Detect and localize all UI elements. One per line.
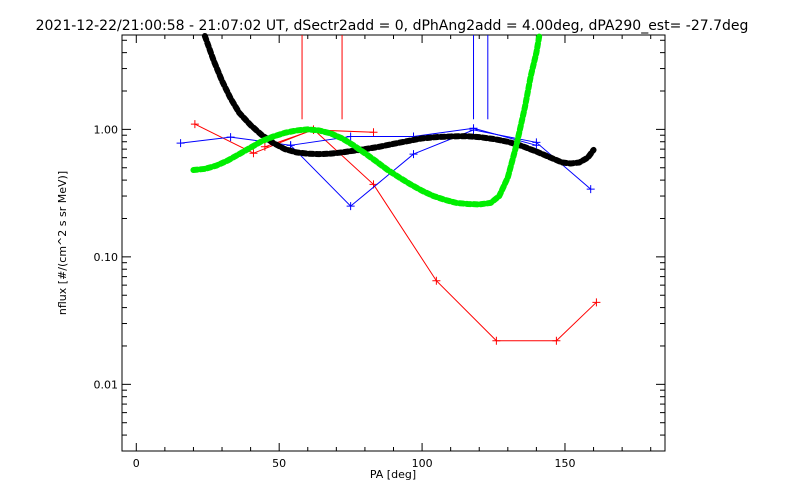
data-point xyxy=(409,150,418,159)
model-curve xyxy=(201,33,597,167)
series-3 xyxy=(286,124,541,150)
y-tick-label: 0.01 xyxy=(94,378,119,391)
data-point xyxy=(190,120,199,129)
x-tick-label: 150 xyxy=(554,457,575,470)
x-tick-label: 50 xyxy=(272,457,286,470)
model-curve xyxy=(190,33,543,208)
data-point xyxy=(592,298,601,307)
data-point xyxy=(176,139,185,148)
axis-ticks: 0 50 100 150 0.01 0.10 1.00 xyxy=(94,35,665,470)
y-tick-label: 1.00 xyxy=(94,123,119,136)
data-point xyxy=(226,133,235,142)
data-point xyxy=(552,336,561,345)
data-point xyxy=(249,149,258,158)
data-point xyxy=(586,185,595,194)
series-5 xyxy=(190,33,543,208)
data-point xyxy=(346,132,355,141)
chart-title: 2021-12-22/21:00:58 - 21:07:02 UT, dSect… xyxy=(36,18,749,34)
x-tick-label: 0 xyxy=(133,457,140,470)
data-point xyxy=(432,276,441,285)
y-axis-label: nflux [#/(cm^2 s sr MeV)] xyxy=(56,171,69,315)
series-line xyxy=(180,129,592,207)
data-point xyxy=(369,128,378,137)
data-point xyxy=(492,336,501,345)
x-axis-label: PA [deg] xyxy=(370,468,416,481)
series-layer xyxy=(176,33,601,345)
data-point xyxy=(260,142,269,151)
data-point xyxy=(469,124,478,133)
plot-frame xyxy=(121,34,666,452)
y-tick-label: 0.10 xyxy=(94,251,119,264)
series-line xyxy=(194,123,597,342)
series-4 xyxy=(201,33,597,167)
vertical-markers xyxy=(301,35,489,120)
data-point xyxy=(532,141,541,150)
x-tick-label: 100 xyxy=(412,457,433,470)
data-point xyxy=(346,202,355,211)
